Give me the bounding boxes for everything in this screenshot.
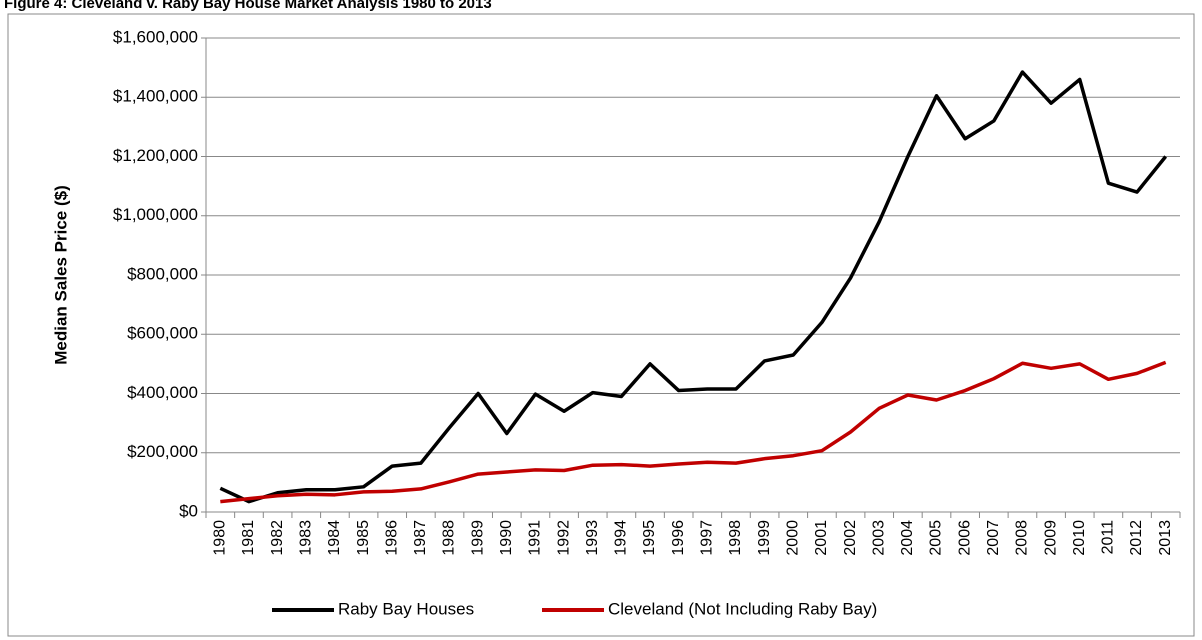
x-tick-label: 1998 bbox=[727, 520, 744, 556]
x-tick-label: 2005 bbox=[928, 520, 945, 556]
x-tick-label: 1988 bbox=[441, 520, 458, 556]
y-tick-label: $1,200,000 bbox=[113, 146, 198, 165]
legend-label: Raby Bay Houses bbox=[338, 599, 474, 618]
series-line bbox=[219, 70, 1168, 504]
x-tick-label: 1981 bbox=[240, 520, 257, 556]
x-tick-label: 1992 bbox=[555, 520, 572, 556]
chart-border bbox=[7, 13, 1195, 637]
x-tick-label: 2004 bbox=[899, 520, 916, 556]
x-tick-label: 1991 bbox=[527, 520, 544, 556]
x-tick-label: 2011 bbox=[1100, 520, 1117, 555]
y-tick-label: $800,000 bbox=[127, 264, 198, 283]
x-tick-label: 2008 bbox=[1014, 520, 1031, 556]
x-tick-label: 1990 bbox=[498, 520, 515, 556]
series-line bbox=[220, 360, 1167, 504]
y-tick-label: $200,000 bbox=[127, 442, 198, 461]
x-tick-label: 2013 bbox=[1157, 520, 1174, 556]
y-axis-label: Median Sales Price ($) bbox=[51, 185, 70, 365]
x-tick-label: 2003 bbox=[870, 520, 887, 556]
y-tick-label: $1,400,000 bbox=[113, 87, 198, 106]
x-tick-label: 1997 bbox=[699, 520, 716, 556]
x-tick-label: 2012 bbox=[1128, 520, 1145, 556]
x-tick-label: 2001 bbox=[813, 520, 830, 556]
x-tick-label: 1982 bbox=[269, 520, 286, 556]
chart-title: Figure 4: Cleveland v. Raby Bay House Ma… bbox=[4, 0, 492, 12]
y-tick-label: $400,000 bbox=[127, 383, 198, 402]
x-tick-label: 1985 bbox=[355, 520, 372, 556]
legend-label: Cleveland (Not Including Raby Bay) bbox=[608, 599, 877, 618]
x-tick-label: 1999 bbox=[756, 520, 773, 556]
x-tick-label: 1980 bbox=[212, 520, 229, 556]
x-tick-label: 2000 bbox=[784, 520, 801, 556]
x-tick-label: 1983 bbox=[297, 520, 314, 556]
x-tick-label: 1987 bbox=[412, 520, 429, 556]
y-tick-label: $1,000,000 bbox=[113, 205, 198, 224]
x-tick-label: 1996 bbox=[670, 520, 687, 556]
x-tick-label: 2010 bbox=[1071, 520, 1088, 556]
x-tick-label: 2002 bbox=[842, 520, 859, 556]
y-tick-label: $0 bbox=[179, 501, 198, 520]
x-tick-label: 1994 bbox=[613, 520, 630, 556]
x-tick-label: 1993 bbox=[584, 520, 601, 556]
x-tick-label: 1986 bbox=[383, 520, 400, 556]
y-tick-label: $600,000 bbox=[127, 324, 198, 343]
x-tick-label: 1984 bbox=[326, 520, 343, 556]
x-tick-label: 1989 bbox=[469, 520, 486, 556]
x-tick-label: 2007 bbox=[985, 520, 1002, 556]
x-tick-label: 1995 bbox=[641, 520, 658, 556]
x-tick-label: 2006 bbox=[956, 520, 973, 556]
x-tick-label: 2009 bbox=[1042, 520, 1059, 556]
y-tick-label: $1,600,000 bbox=[113, 27, 198, 46]
